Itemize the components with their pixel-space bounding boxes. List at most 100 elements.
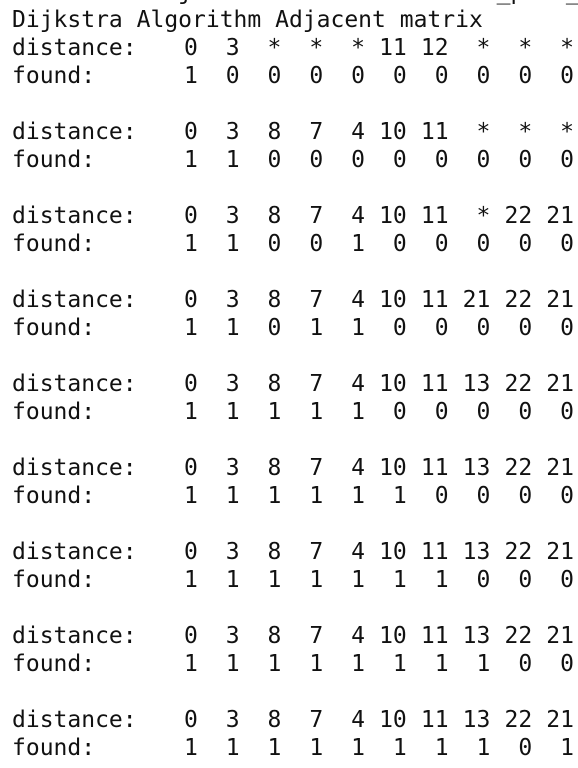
distance-value: 8	[267, 707, 282, 733]
found-value: 1	[560, 735, 574, 761]
found-value: 1	[267, 735, 282, 761]
found-value: 0	[518, 147, 533, 173]
found-value: 1	[309, 483, 324, 509]
found-values: 1 0 0 0 0 0 0 0 0 0	[156, 62, 574, 90]
found-value: 1	[434, 735, 449, 761]
found-values: 1 1 1 1 1 0 0 0 0 0	[156, 398, 574, 426]
found-value: 1	[351, 483, 365, 509]
distance-value: 22	[504, 203, 533, 229]
distance-label: distance:	[12, 623, 137, 649]
found-value: 1	[225, 399, 240, 425]
distance-row: distance: 0 3 8 7 4 10 11 13 22 21	[12, 454, 578, 482]
iteration-block: distance: 0 3 8 7 4 10 11 * 22 21 found: 1 1 0 0 1 0 0 0 0 0	[12, 174, 578, 258]
distance-value: 7	[309, 287, 324, 313]
distance-value: 3	[225, 203, 240, 229]
found-value: 0	[267, 63, 282, 89]
distance-value: 3	[225, 119, 240, 145]
iteration-block: distance: 0 3 8 7 4 10 11 21 22 21 found: 1 1 0 1 1 0 0 0 0 0	[12, 258, 578, 342]
found-value: 1	[392, 735, 407, 761]
distance-row: distance: 0 3 8 7 4 10 11 21 22 21	[12, 286, 578, 314]
found-value: 0	[434, 399, 449, 425]
distance-label: distance:	[12, 35, 137, 61]
distance-value: 0	[183, 287, 198, 313]
found-value: 0	[351, 63, 365, 89]
distance-value: 21	[546, 287, 574, 313]
distance-row: distance: 0 3 8 7 4 10 11 * * *	[12, 118, 578, 146]
distance-value: 4	[351, 539, 365, 565]
blank-line	[12, 510, 578, 538]
distance-value: 13	[462, 623, 491, 649]
distance-value: 7	[309, 539, 324, 565]
distance-value: 21	[546, 623, 574, 649]
found-values: 1 1 1 1 1 1 1 1 0 0	[156, 650, 574, 678]
found-value: 1	[267, 567, 282, 593]
found-value: 1	[434, 651, 449, 677]
distance-value: 10	[379, 707, 407, 733]
iteration-block: distance: 0 3 8 7 4 10 11 13 22 21 found: 1 1 1 1 1 1 1 1 0 1	[12, 678, 578, 762]
distance-value: 3	[225, 539, 240, 565]
found-value: 0	[392, 231, 407, 257]
found-value: 1	[225, 735, 240, 761]
iteration-block: distance: 0 3 8 7 4 10 11 * * * found: 1 1 0 0 0 0 0 0 0 0	[12, 90, 578, 174]
found-value: 0	[392, 399, 407, 425]
found-value: 1	[392, 483, 407, 509]
blank-line	[12, 678, 578, 706]
distance-value: 0	[183, 623, 198, 649]
distance-value: 4	[351, 455, 365, 481]
found-value: 1	[183, 231, 198, 257]
iteration-block: distance: 0 3 * * * 11 12 * * * found: 1 0 0 0 0 0 0 0 0 0	[12, 34, 578, 90]
found-row: found: 1 1 1 1 1 1 1 1 0 0	[12, 650, 578, 678]
found-value: 0	[434, 147, 449, 173]
distance-value: 0	[183, 203, 198, 229]
found-values: 1 1 0 0 1 0 0 0 0 0	[156, 230, 574, 258]
found-value: 1	[183, 63, 198, 89]
iteration-block: distance: 0 3 8 7 4 10 11 13 22 21 found: 1 1 1 1 1 0 0 0 0 0	[12, 342, 578, 426]
found-values: 1 1 0 1 1 0 0 0 0 0	[156, 314, 574, 342]
found-value: 1	[434, 567, 449, 593]
distance-value: 21	[546, 203, 574, 229]
distance-value: 10	[379, 119, 407, 145]
distance-value: 3	[225, 287, 240, 313]
distance-value: 8	[267, 539, 282, 565]
found-value: 0	[560, 231, 574, 257]
distance-row: distance: 0 3 8 7 4 10 11 13 22 21	[12, 370, 578, 398]
iteration-list: distance: 0 3 * * * 11 12 * * * found: 1 0 0 0 0 0 0 0 0 0 dis…	[12, 34, 578, 762]
found-value: 1	[309, 315, 324, 341]
distance-value: 22	[504, 287, 533, 313]
distance-values: 0 3 8 7 4 10 11 21 22 21	[156, 286, 574, 314]
found-value: 0	[309, 231, 324, 257]
found-label: found:	[12, 651, 96, 677]
found-value: 0	[434, 231, 449, 257]
distance-value: 22	[504, 455, 533, 481]
found-value: 1	[225, 147, 240, 173]
distance-value: 10	[379, 539, 407, 565]
found-row: found: 1 1 0 0 1 0 0 0 0 0	[12, 230, 578, 258]
distance-value: 21	[546, 539, 574, 565]
distance-value: 11	[420, 287, 449, 313]
found-row: found: 1 1 1 1 1 1 0 0 0 0	[12, 482, 578, 510]
distance-value: 4	[351, 119, 365, 145]
distance-row: distance: 0 3 * * * 11 12 * * *	[12, 34, 578, 62]
distance-value: 12	[420, 35, 449, 61]
distance-value: 8	[267, 371, 282, 397]
distance-value: 3	[225, 35, 240, 61]
found-row: found: 1 1 1 1 1 1 1 1 0 1	[12, 734, 578, 762]
distance-value: 13	[462, 371, 491, 397]
found-value: 0	[518, 483, 533, 509]
distance-value: *	[476, 203, 491, 229]
found-values: 1 1 1 1 1 1 0 0 0 0	[156, 482, 574, 510]
found-row: found: 1 1 1 1 1 1 1 0 0 0	[12, 566, 578, 594]
found-value: 1	[267, 483, 282, 509]
found-value: 0	[476, 63, 491, 89]
distance-value: 21	[546, 371, 574, 397]
iteration-block: distance: 0 3 8 7 4 10 11 13 22 21 found: 1 1 1 1 1 1 0 0 0 0	[12, 426, 578, 510]
distance-value: 13	[462, 539, 491, 565]
found-label: found:	[12, 147, 96, 173]
distance-value: 10	[379, 287, 407, 313]
distance-row: distance: 0 3 8 7 4 10 11 13 22 21	[12, 538, 578, 566]
distance-values: 0 3 8 7 4 10 11 13 22 21	[156, 454, 574, 482]
found-value: 0	[518, 651, 533, 677]
distance-value: 11	[420, 455, 449, 481]
distance-value: *	[267, 35, 282, 61]
found-value: 1	[309, 399, 324, 425]
